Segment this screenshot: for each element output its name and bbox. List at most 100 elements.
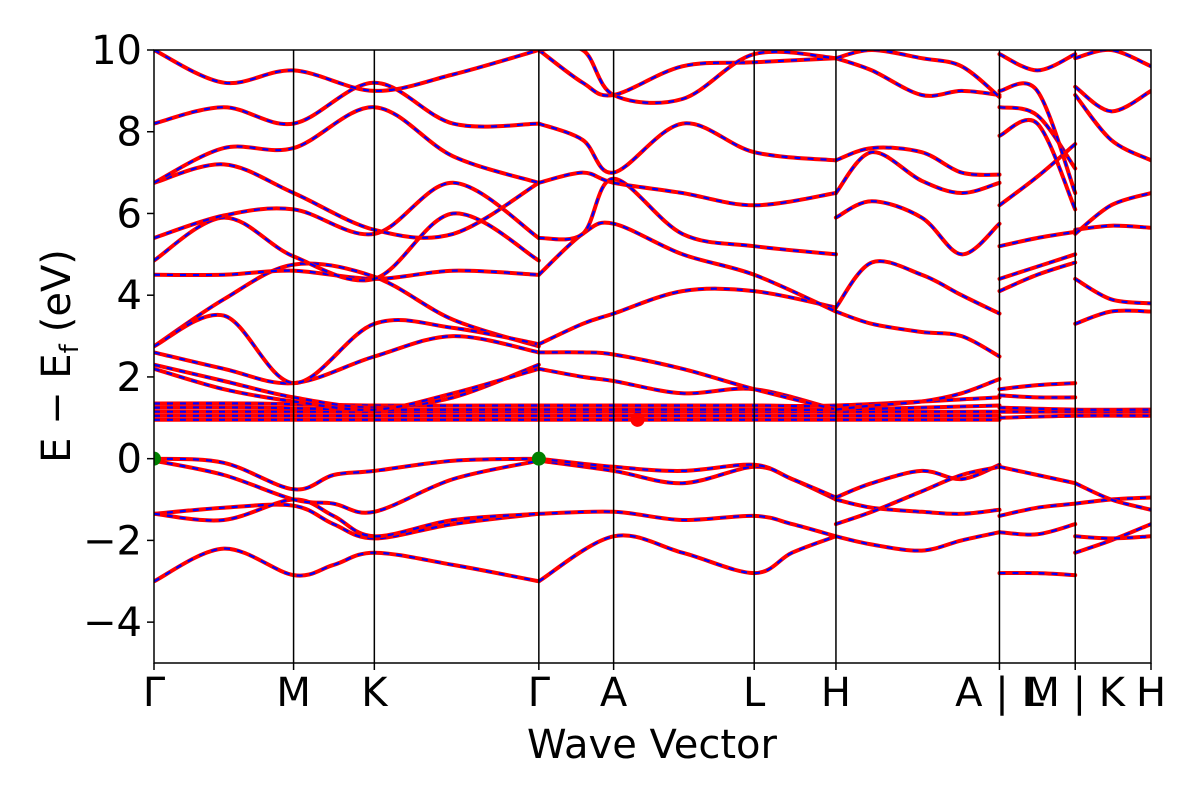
band-line-overlay bbox=[1074, 94, 1151, 162]
band-line-overlay bbox=[538, 534, 837, 583]
band-line-overlay bbox=[835, 260, 1000, 315]
band-line bbox=[833, 377, 1002, 412]
band-line bbox=[997, 381, 1078, 392]
x-tick-label: Γ bbox=[143, 670, 166, 716]
band-line bbox=[536, 121, 838, 175]
band-line bbox=[1073, 93, 1151, 163]
band-line bbox=[536, 170, 838, 208]
band-line-overlay bbox=[154, 503, 539, 540]
y-tick-label: −4 bbox=[83, 600, 142, 646]
y-tick-label: 8 bbox=[117, 110, 142, 156]
band-line bbox=[997, 142, 1078, 208]
band-line-overlay bbox=[154, 459, 540, 514]
plot-frame bbox=[153, 49, 1152, 664]
band-line bbox=[997, 522, 1078, 537]
band-line-overlay bbox=[1074, 277, 1151, 305]
y-axis-title: E − Ef (eV) bbox=[34, 249, 85, 463]
band-line-overlay bbox=[154, 212, 540, 282]
band-line bbox=[1073, 50, 1151, 69]
band-line-overlay bbox=[1075, 535, 1151, 540]
band-line-overlay bbox=[538, 287, 837, 346]
x-tick-label: Γ bbox=[528, 670, 551, 716]
band-line bbox=[536, 176, 838, 257]
band-line-overlay bbox=[538, 171, 837, 207]
band-line-overlay bbox=[835, 57, 1000, 97]
band-line-overlay bbox=[154, 313, 540, 385]
band-line bbox=[536, 366, 838, 412]
band-line-overlay bbox=[999, 53, 1076, 72]
band-line bbox=[154, 105, 541, 185]
band-line-overlay bbox=[538, 351, 837, 411]
y-tick-label: 10 bbox=[91, 28, 142, 74]
band-line-overlay bbox=[154, 81, 539, 128]
band-line-overlay bbox=[999, 106, 1077, 170]
band-line-overlay bbox=[154, 181, 540, 240]
band-line bbox=[154, 458, 541, 515]
band-line-overlay bbox=[154, 163, 540, 239]
band-line-overlay bbox=[154, 498, 539, 538]
y-tick-label: 2 bbox=[117, 355, 142, 401]
band-line bbox=[154, 162, 541, 240]
band-line bbox=[536, 286, 838, 347]
x-tick-label: L bbox=[743, 670, 766, 716]
extremum-marker bbox=[154, 451, 161, 466]
band-line-overlay bbox=[154, 334, 540, 385]
y-tick-label: 4 bbox=[117, 273, 142, 319]
band-line-overlay bbox=[1074, 191, 1151, 235]
band-line bbox=[154, 312, 541, 386]
y-axis-title-main: E − E bbox=[34, 353, 80, 463]
band-line bbox=[536, 350, 838, 412]
band-line bbox=[833, 530, 1002, 553]
band-line-overlay bbox=[835, 463, 1000, 499]
band-line-overlay bbox=[538, 457, 837, 499]
y-axis-title-unit: (eV) bbox=[34, 249, 80, 332]
band-line bbox=[154, 261, 541, 349]
y-axis: −4 −2 0 2 4 6 8 10 bbox=[83, 28, 154, 646]
y-tick-label: 6 bbox=[117, 191, 142, 237]
band-line bbox=[833, 199, 1002, 257]
band-line-overlay bbox=[1074, 85, 1151, 113]
band-line bbox=[536, 509, 838, 539]
band-line-overlay bbox=[1074, 482, 1151, 511]
band-line-overlay bbox=[1074, 50, 1151, 68]
band-line-overlay bbox=[538, 50, 836, 97]
band-line bbox=[154, 50, 541, 93]
band-line-overlay bbox=[999, 502, 1076, 517]
band-line bbox=[833, 309, 1002, 359]
band-line-overlay bbox=[538, 122, 837, 174]
band-lines bbox=[154, 50, 1151, 584]
band-line bbox=[997, 393, 1078, 400]
band-line-overlay bbox=[999, 414, 1151, 419]
band-line-overlay bbox=[154, 50, 540, 93]
band-line-overlay bbox=[835, 200, 1001, 256]
band-line-overlay bbox=[154, 457, 539, 491]
band-line bbox=[997, 570, 1078, 578]
band-line-overlay bbox=[835, 310, 1001, 358]
band-line-overlay bbox=[999, 465, 1076, 485]
band-line-overlay bbox=[1074, 309, 1151, 325]
extremum-marker bbox=[630, 412, 645, 427]
band-line-overlay bbox=[538, 50, 836, 104]
band-line-overlay bbox=[1075, 224, 1151, 231]
x-tick-label: M bbox=[276, 670, 311, 716]
band-line bbox=[536, 533, 838, 584]
band-line-overlay bbox=[835, 50, 1001, 98]
band-line-overlay bbox=[835, 465, 1000, 526]
band-line-overlay bbox=[999, 394, 1076, 399]
band-line bbox=[154, 80, 541, 129]
y-axis-title-subscript: f bbox=[55, 343, 85, 353]
band-line bbox=[154, 546, 541, 584]
band-line bbox=[536, 50, 838, 98]
band-line-overlay bbox=[999, 230, 1076, 248]
band-line-overlay bbox=[999, 571, 1076, 577]
band-line-overlay bbox=[154, 363, 540, 409]
x-axis-title: Wave Vector bbox=[527, 722, 778, 768]
band-line bbox=[154, 456, 541, 492]
band-line-overlay bbox=[835, 146, 1000, 176]
band-line bbox=[1073, 308, 1151, 326]
x-tick-label: A | L bbox=[955, 670, 1044, 716]
x-tick-label: K bbox=[361, 670, 389, 716]
band-line bbox=[833, 259, 1002, 316]
